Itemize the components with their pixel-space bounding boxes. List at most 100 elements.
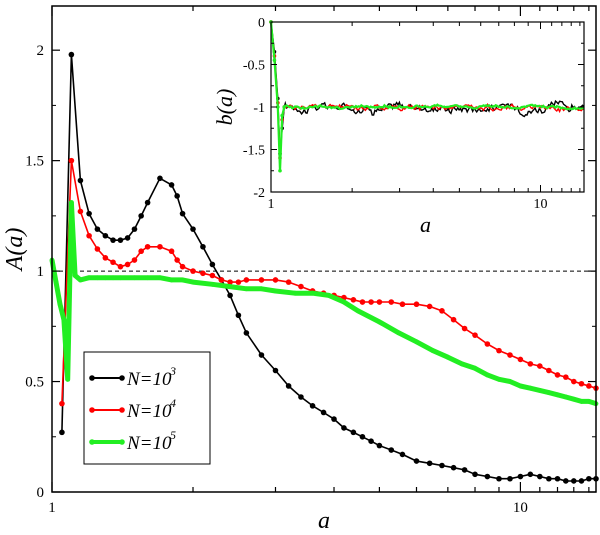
data-point-5 (310, 290, 315, 296)
legend-label: N=10 (126, 369, 172, 390)
inset-y-tick-label: -2 (253, 186, 265, 201)
data-point-3 (578, 478, 585, 484)
data-point-4 (235, 279, 242, 285)
data-point-4 (484, 341, 491, 347)
data-point-4 (586, 383, 592, 389)
legend-label: N=10 (126, 433, 172, 454)
data-point-4 (413, 301, 420, 308)
data-point-3 (537, 473, 543, 480)
inset-y-tick-label: 0 (258, 16, 265, 31)
data-point-3 (110, 237, 116, 243)
data-point-5 (78, 277, 83, 283)
data-point-4 (68, 157, 75, 164)
data-point-5 (527, 385, 533, 391)
main-y-axis-label: A(a) (2, 228, 28, 273)
data-point-4 (243, 277, 250, 283)
inset-plot: 0 -0.5 -1 -1.5 -21 10 b(a) a (212, 16, 585, 237)
inset-series-5 (269, 20, 585, 173)
data-point-4 (110, 259, 116, 266)
data-point-4 (144, 243, 151, 250)
inset-data-point (278, 168, 282, 173)
data-point-4 (77, 208, 84, 215)
data-point-3 (570, 478, 577, 484)
data-point-4 (227, 279, 233, 285)
data-point-3 (472, 471, 478, 478)
data-point-4 (179, 263, 186, 270)
data-point-3 (258, 352, 265, 358)
inset-data-point (282, 105, 287, 109)
data-point-5 (414, 339, 419, 345)
data-point-4 (190, 268, 196, 274)
data-point-5 (61, 317, 67, 323)
inset-y-tick-label: -0.5 (243, 59, 265, 74)
data-point-4 (131, 257, 138, 263)
data-point-3 (450, 464, 457, 471)
main-plot-frame (51, 5, 597, 493)
data-point-5 (243, 286, 249, 292)
data-point-4 (157, 243, 163, 250)
data-point-5 (94, 275, 100, 281)
data-point-3 (413, 458, 420, 464)
inset-x-tick-label: 10 (534, 197, 548, 212)
data-point-3 (368, 438, 374, 444)
data-point-4 (218, 277, 225, 283)
data-point-3 (298, 394, 304, 400)
data-point-5 (377, 319, 382, 325)
series-3 (59, 51, 599, 484)
data-point-5 (180, 277, 185, 283)
data-point-3 (68, 51, 75, 58)
data-point-3 (138, 213, 144, 219)
main-y-tick-label: 2 (37, 43, 45, 59)
data-point-5 (579, 399, 584, 404)
data-point-3 (131, 226, 138, 232)
legend-swatch-marker (89, 439, 95, 445)
data-point-4 (209, 272, 216, 279)
data-point-5 (110, 275, 116, 281)
inset-ticks: 0 -0.5 -1 -1.5 -21 10 (243, 16, 584, 212)
legend-label: N=10 (126, 401, 172, 422)
data-point-5 (86, 275, 92, 281)
data-point-5 (57, 301, 63, 307)
legend-item-5: N=105 (89, 428, 176, 454)
data-point-3 (388, 447, 395, 453)
data-point-3 (179, 210, 186, 217)
data-point-5 (546, 390, 552, 395)
data-point-3 (157, 175, 163, 182)
data-point-4 (570, 378, 577, 385)
data-point-3 (517, 473, 524, 480)
data-point-5 (53, 279, 59, 285)
data-point-5 (145, 275, 151, 281)
data-point-5 (496, 376, 502, 382)
main-x-axis-label: a (318, 508, 330, 534)
data-point-4 (439, 308, 445, 314)
data-point-3 (243, 330, 250, 336)
inset-x-tick-label: 1 (268, 197, 275, 212)
data-point-5 (273, 288, 278, 294)
inset-data-point (280, 113, 284, 118)
data-point-5 (102, 275, 108, 281)
main-plot: 00.511.521 10 A(a) a (2, 5, 599, 534)
data-point-4 (554, 372, 561, 378)
data-point-3 (461, 467, 468, 473)
legend-box (83, 351, 211, 465)
series-5 (49, 200, 599, 407)
data-point-3 (174, 193, 180, 199)
data-point-3 (399, 451, 406, 458)
data-point-3 (309, 403, 316, 409)
data-point-3 (209, 261, 216, 268)
data-point-4 (298, 283, 304, 290)
legend-swatch-marker (119, 407, 125, 413)
data-point-4 (59, 400, 65, 407)
data-point-4 (168, 248, 175, 255)
data-point-5 (259, 286, 264, 292)
data-point-4 (124, 261, 131, 268)
data-point-4 (174, 257, 180, 263)
data-point-5 (292, 290, 298, 296)
data-point-4 (563, 374, 569, 380)
main-series-group (49, 51, 599, 484)
data-point-3 (546, 475, 552, 482)
data-point-4 (546, 367, 552, 374)
data-point-3 (554, 475, 561, 482)
legend-item-4: N=104 (89, 396, 176, 422)
